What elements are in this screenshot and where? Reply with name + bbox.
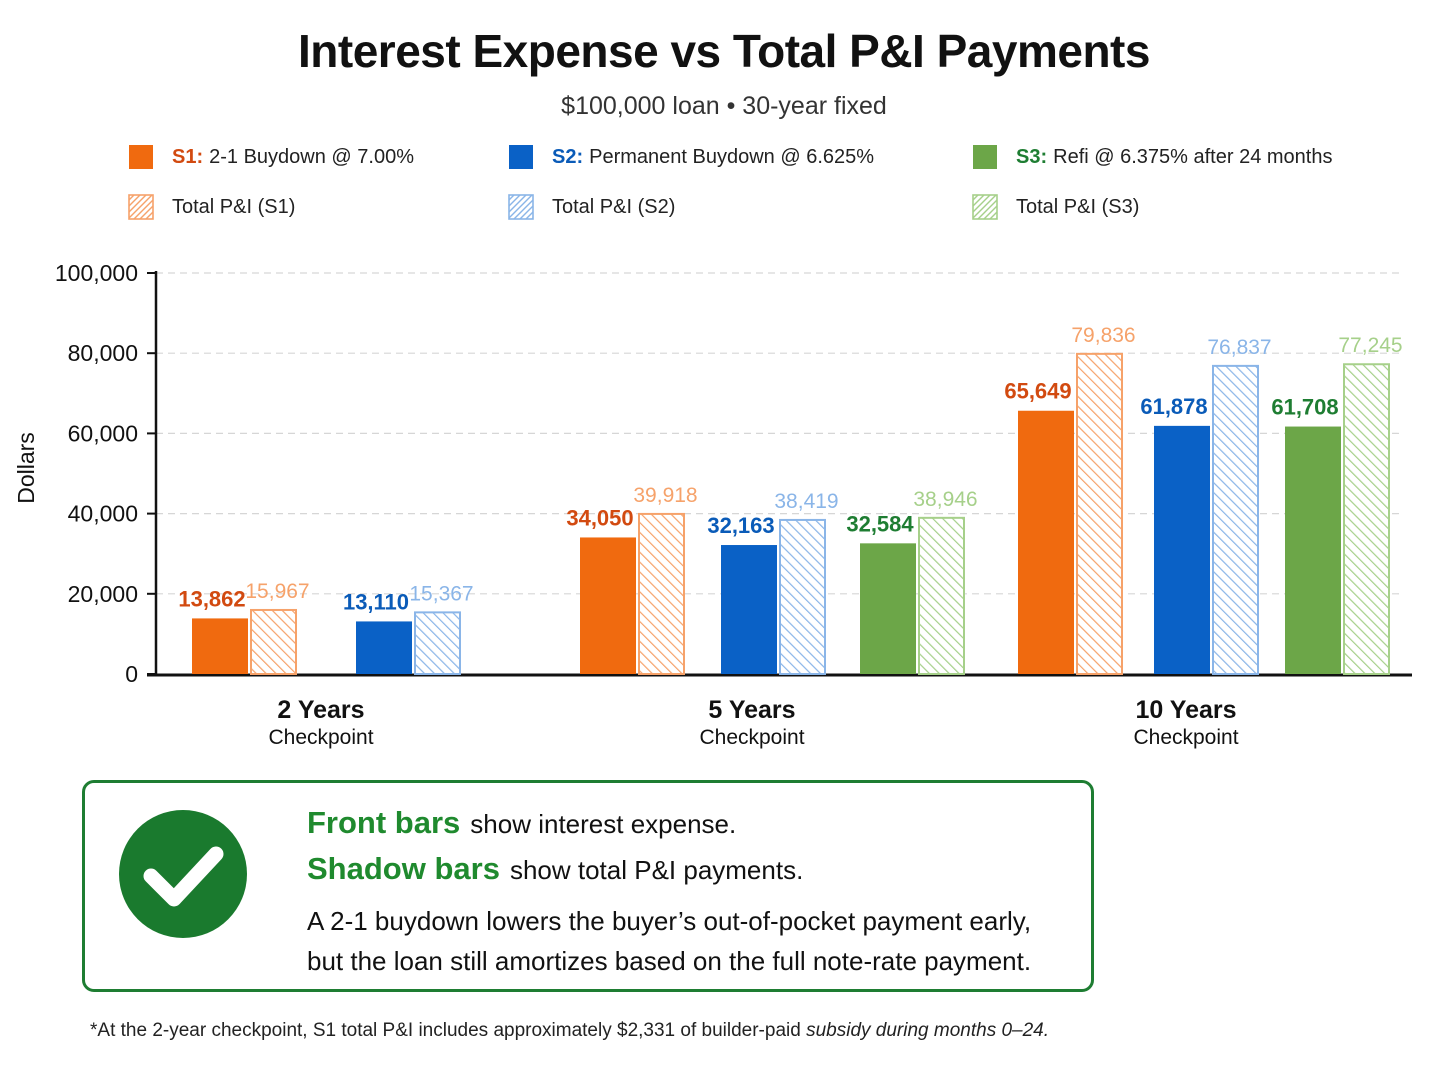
bar-interest-s1 xyxy=(192,618,248,674)
data-label-interest: 65,649 xyxy=(1004,379,1071,404)
front-bars-line: Front bars show interest expense. xyxy=(307,805,736,841)
footnote-text: *At the 2-year checkpoint, S1 total P&I … xyxy=(90,1020,807,1041)
bar-interest-s2 xyxy=(1154,425,1210,674)
bar-total-s3 xyxy=(918,516,965,675)
data-label-total: 38,419 xyxy=(774,490,838,513)
bar-interest-s1 xyxy=(1018,410,1074,674)
legend-prefix: S2: xyxy=(552,145,584,168)
legend-swatch xyxy=(508,194,534,220)
callout-body-line-1: A 2-1 buydown lowers the buyer’s out-of-… xyxy=(307,906,1032,936)
x-category-sublabel: Checkpoint xyxy=(699,726,804,749)
callout-box: Front bars show interest expense. Shadow … xyxy=(82,780,1094,992)
bar-interest-s3 xyxy=(860,543,916,674)
legend-item-s1: S1: 2-1 Buydown @ 7.00% xyxy=(128,143,414,171)
y-tick-label: 0 xyxy=(125,661,138,687)
bars xyxy=(192,352,1390,676)
shadow-bars-text: show total P&I payments. xyxy=(509,855,804,885)
legend-item-total-s1: Total P&I (S1) xyxy=(128,193,295,221)
data-label-interest: 61,708 xyxy=(1271,395,1338,420)
y-tick-label: 100,000 xyxy=(55,260,138,286)
y-axis-label: Dollars xyxy=(13,432,39,504)
bar-total-s3 xyxy=(1343,363,1390,675)
footnote: *At the 2-year checkpoint, S1 total P&I … xyxy=(90,1020,1049,1042)
bar-total-s2 xyxy=(414,611,461,675)
y-tick-label: 80,000 xyxy=(68,340,138,366)
data-label-total: 38,946 xyxy=(913,488,977,511)
legend-label: Refi @ 6.375% after 24 months xyxy=(1053,145,1333,168)
legend-swatch xyxy=(129,145,153,169)
legend-label: Total P&I (S1) xyxy=(172,195,296,218)
legend-swatch xyxy=(973,145,997,169)
front-bars-heading: Front bars xyxy=(307,805,461,840)
data-label-total: 15,967 xyxy=(245,580,309,603)
data-label-interest: 32,584 xyxy=(846,511,914,536)
y-tick-label: 20,000 xyxy=(68,581,138,607)
callout-body: A 2-1 buydown lowers the buyer’s out-of-… xyxy=(307,901,1031,981)
front-bars-text: show interest expense. xyxy=(470,809,737,839)
axes: 0 20,000 40,000 60,000 80,000 100,000 Dollars 2… xyxy=(13,260,1412,749)
legend-swatch xyxy=(128,194,154,220)
legend-prefix: S3: xyxy=(1016,145,1048,168)
legend-item-s3: S3: Refi @ 6.375% after 24 months xyxy=(972,143,1332,171)
data-label-total: 77,245 xyxy=(1338,334,1402,357)
legend-prefix: S1: xyxy=(172,145,204,168)
data-label-interest: 13,862 xyxy=(178,586,245,611)
data-label-interest: 34,050 xyxy=(566,505,633,530)
chart-subtitle: $100,000 loan • 30-year fixed xyxy=(561,92,887,120)
bar-total-s1 xyxy=(638,512,685,676)
bar-interest-s3 xyxy=(1285,426,1341,674)
bar-total-s2 xyxy=(779,518,826,676)
bar-total-s1 xyxy=(1076,352,1123,676)
legend-swatch xyxy=(972,194,998,220)
legend-label: Permanent Buydown @ 6.625% xyxy=(589,145,875,168)
legend-item-total-s3: Total P&I (S3) xyxy=(972,193,1139,221)
bar-interest-s2 xyxy=(356,621,412,674)
legend-swatch xyxy=(509,145,533,169)
x-category-label: 2 Years xyxy=(277,696,364,724)
x-category-label: 5 Years xyxy=(708,696,795,724)
callout-body-line-2: but the loan still amortizes based on th… xyxy=(307,946,1032,976)
legend-label: 2-1 Buydown @ 7.00% xyxy=(209,145,414,168)
data-label-total: 15,367 xyxy=(409,582,473,605)
bar-interest-s1 xyxy=(580,537,636,674)
data-label-interest: 13,110 xyxy=(343,589,409,614)
bar-total-s1 xyxy=(250,608,297,675)
checkmark-icon xyxy=(119,810,247,938)
data-label-total: 39,918 xyxy=(633,484,697,507)
x-category-sublabel: Checkpoint xyxy=(268,726,373,749)
legend-label: Total P&I (S3) xyxy=(1016,195,1140,218)
footnote-italic-text: subsidy during months 0–24. xyxy=(806,1020,1050,1041)
chart-title: Interest Expense vs Total P&I Payments xyxy=(298,25,1150,77)
data-label-interest: 32,163 xyxy=(707,513,774,538)
legend-label: Total P&I (S2) xyxy=(552,195,676,218)
x-category-sublabel: Checkpoint xyxy=(1133,726,1238,749)
data-label-total: 76,837 xyxy=(1207,336,1271,359)
data-label-interest: 61,878 xyxy=(1140,394,1207,419)
y-tick-label: 60,000 xyxy=(68,420,138,446)
shadow-bars-heading: Shadow bars xyxy=(307,851,500,886)
bar-interest-s2 xyxy=(721,545,777,674)
bar-total-s2 xyxy=(1212,364,1259,675)
bar-chart: 0 20,000 40,000 60,000 80,000 100,000 Dollars 2… xyxy=(13,260,1412,749)
legend-item-s2: S2: Permanent Buydown @ 6.625% xyxy=(508,143,874,171)
data-label-total: 79,836 xyxy=(1071,324,1135,347)
x-category-label: 10 Years xyxy=(1135,696,1236,724)
legend-item-total-s2: Total P&I (S2) xyxy=(508,193,675,221)
y-tick-label: 40,000 xyxy=(68,501,138,527)
shadow-bars-line: Shadow bars show total P&I payments. xyxy=(307,851,803,887)
